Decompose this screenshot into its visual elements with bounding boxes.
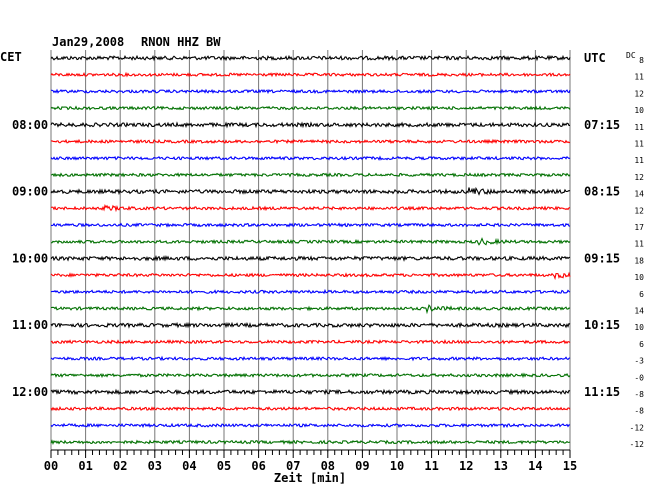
seismic-trace-3	[50, 105, 571, 111]
x-tick-label: 14	[528, 459, 542, 473]
seismic-trace-1	[50, 71, 571, 78]
dc-offset-label: 12	[634, 173, 644, 182]
seismic-trace-20	[50, 388, 571, 396]
x-tick-label: 01	[78, 459, 92, 473]
seismic-trace-4	[50, 121, 571, 129]
seismic-trace-18	[50, 355, 571, 362]
seismic-trace-11	[50, 237, 571, 246]
dc-offset-label: 14	[634, 190, 644, 199]
station-label: RNON HHZ BW	[141, 35, 221, 49]
seismic-trace-8	[50, 186, 571, 196]
x-tick-label: 05	[217, 459, 231, 473]
dc-offset-label: 8	[639, 56, 644, 65]
dc-offset-label: 11	[634, 240, 644, 249]
dc-offset-label: 10	[634, 273, 644, 282]
x-tick-label: 10	[390, 459, 404, 473]
seismic-trace-6	[50, 155, 571, 161]
seismic-trace-14	[50, 288, 571, 295]
dc-offset-label: 10	[634, 106, 644, 115]
x-axis-label: Zeit [min]	[274, 471, 346, 485]
x-tick-label: 00	[44, 459, 58, 473]
trace-layer	[50, 54, 571, 446]
dc-offset-label: -8	[634, 390, 644, 399]
dc-offset-label: 6	[639, 290, 644, 299]
x-tick-label: 03	[148, 459, 162, 473]
label-layer: 08:00 09:00 10:00 11:00 12:00 UTC 07:15 08:15 09…	[12, 51, 644, 449]
dc-offset-label: -0	[634, 373, 644, 382]
x-tick-label: 02	[113, 459, 127, 473]
dc-offset-label: 11	[634, 156, 644, 165]
seismic-trace-13	[50, 271, 571, 281]
dc-offset-label: 12	[634, 206, 644, 215]
seismic-trace-16	[50, 321, 571, 329]
seismic-trace-9	[50, 203, 571, 213]
right-time-label: 08:15	[584, 185, 620, 199]
x-tick-label: 08	[321, 459, 335, 473]
dc-offset-label: -3	[634, 357, 644, 366]
seismic-trace-22	[50, 422, 571, 429]
right-time-label: 11:15	[584, 385, 620, 399]
seismic-trace-17	[50, 339, 571, 345]
right-time-label: 10:15	[584, 318, 620, 332]
left-time-label: 09:00	[12, 185, 48, 199]
seismic-trace-19	[50, 372, 571, 379]
seismic-trace-12	[50, 254, 571, 262]
minute-grid	[50, 50, 571, 453]
seismic-trace-2	[50, 88, 571, 95]
dc-offset-label: 11	[634, 73, 644, 82]
dc-offset-label: -8	[634, 407, 644, 416]
seismic-trace-10	[50, 222, 571, 228]
x-tick-label: 06	[251, 459, 265, 473]
seismic-trace-23	[50, 439, 571, 446]
dc-offset-label: -12	[630, 440, 645, 449]
x-tick-label: 07	[286, 459, 300, 473]
seismic-trace-15	[50, 304, 571, 315]
left-time-label: 08:00	[12, 118, 48, 132]
right-time-label: 07:15	[584, 118, 620, 132]
left-time-label: 10:00	[12, 251, 48, 265]
x-tick-label: 12	[459, 459, 473, 473]
dc-offset-label: 18	[634, 256, 644, 265]
seismic-trace-21	[50, 405, 571, 412]
left-time-label: 12:00	[12, 385, 48, 399]
dc-offset-label: 6	[639, 340, 644, 349]
dc-offset-label: -12	[630, 423, 645, 432]
time-axis: 00 01 02 03 04 05 06 07 08 09 10 11 12 13 14 15	[44, 449, 577, 473]
dc-offset-label: 11	[634, 123, 644, 132]
x-tick-label: 15	[563, 459, 577, 473]
right-time-label: UTC	[584, 51, 606, 65]
date-label: Jan29,2008	[52, 35, 124, 49]
dc-offset-label: 17	[634, 223, 644, 232]
dc-offset-label: 10	[634, 323, 644, 332]
dc-offset-label: 11	[634, 140, 644, 149]
dc-header-label: DC	[626, 51, 636, 60]
right-time-label: 09:15	[584, 251, 620, 265]
seismic-trace-5	[50, 138, 571, 145]
dc-offset-label: 14	[634, 307, 644, 316]
dc-offset-label: 12	[634, 89, 644, 98]
x-tick-label: 11	[424, 459, 438, 473]
left-time-label: 11:00	[12, 318, 48, 332]
seismic-trace-7	[50, 172, 571, 178]
x-tick-label: 13	[494, 459, 508, 473]
x-tick-label: 04	[182, 459, 196, 473]
left-timezone-label: CET	[0, 50, 22, 64]
x-tick-label: 09	[355, 459, 369, 473]
seismic-trace-0	[50, 54, 571, 62]
